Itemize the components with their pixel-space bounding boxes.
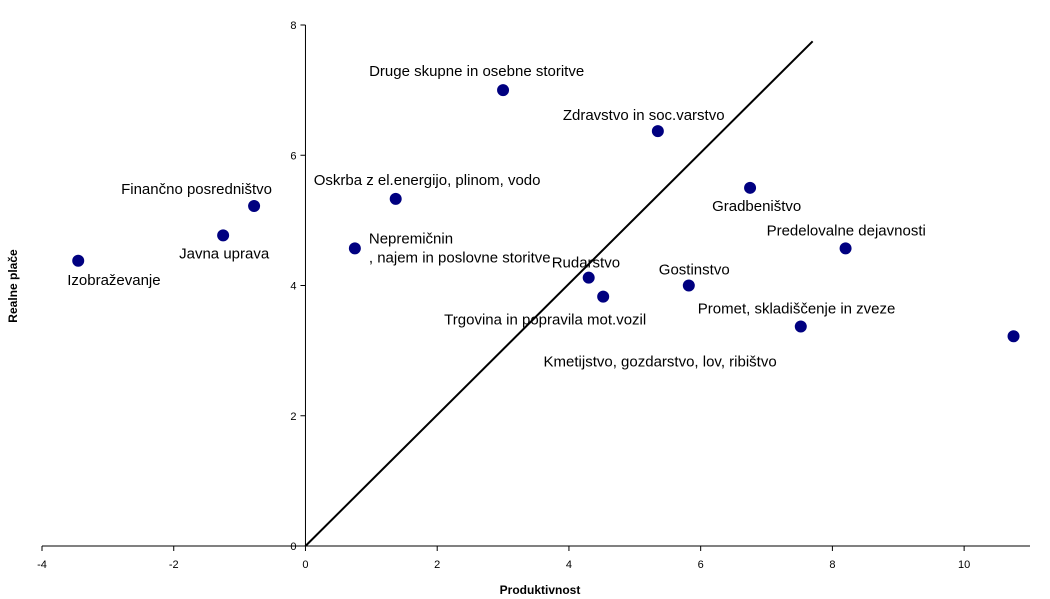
data-point-label: Gostinstvo [659, 262, 730, 279]
x-tick-label: 6 [698, 559, 704, 571]
data-point [1007, 330, 1020, 343]
data-point [72, 254, 85, 267]
data-point [682, 279, 695, 292]
data-point [744, 181, 757, 194]
data-point [497, 84, 510, 97]
data-point-label: Promet, skladiščenje in zveze [698, 301, 896, 318]
data-point-label: Oskrba z el.energijo, plinom, vodo [314, 172, 541, 189]
data-point-label: Gradbeništvo [712, 198, 801, 215]
data-point-label: Nepremičnin, najem in poslovne storitve [369, 230, 551, 266]
data-point [651, 125, 664, 138]
data-point [597, 290, 610, 303]
data-point-label: Finančno posredništvo [121, 181, 272, 198]
data-point-label: Predelovalne dejavnosti [767, 222, 926, 239]
x-tick-label: 8 [829, 559, 835, 571]
data-point-label: Kmetijstvo, gozdarstvo, lov, ribištvo [544, 353, 777, 370]
x-axis-title: Produktivnost [500, 583, 581, 597]
x-tick-label: -4 [37, 559, 47, 571]
x-tick-label: 2 [434, 559, 440, 571]
x-tick-label: 4 [566, 559, 572, 571]
data-point [839, 242, 852, 255]
axes: -4 -2 0 2 4 6 8 10 0 2 4 6 8 [37, 20, 1030, 571]
x-tick-label: -2 [169, 559, 179, 571]
reference-line-group [304, 40, 814, 547]
y-axis-title: Realne plače [6, 249, 20, 323]
data-point-label: Druge skupne in osebne storitve [369, 63, 584, 80]
y-tick-label: 4 [290, 281, 296, 293]
data-point-label: Trgovina in popravila mot.vozil [444, 312, 646, 329]
data-point [217, 229, 230, 242]
data-point [348, 242, 361, 255]
y-tick-label: 6 [290, 150, 296, 162]
y-tick-label: 2 [290, 411, 296, 423]
points-group [72, 84, 1020, 343]
reference-line [304, 40, 814, 547]
y-tick-label: 0 [290, 541, 296, 553]
y-tick-label: 8 [290, 20, 296, 32]
x-tick-label: 0 [302, 559, 308, 571]
data-point-label: Izobraževanje [67, 272, 160, 289]
data-point [248, 200, 261, 213]
data-point [794, 320, 807, 333]
data-point [389, 192, 402, 205]
data-point-label: Javna uprava [179, 245, 270, 262]
x-tick-label: 10 [958, 559, 970, 571]
data-point-label: Rudarstvo [552, 255, 620, 272]
point-labels-group: Druge skupne in osebne storitve Zdravstvo… [67, 63, 926, 370]
data-point-label: Zdravstvo in soc.varstvo [563, 107, 725, 124]
data-point [582, 271, 595, 284]
